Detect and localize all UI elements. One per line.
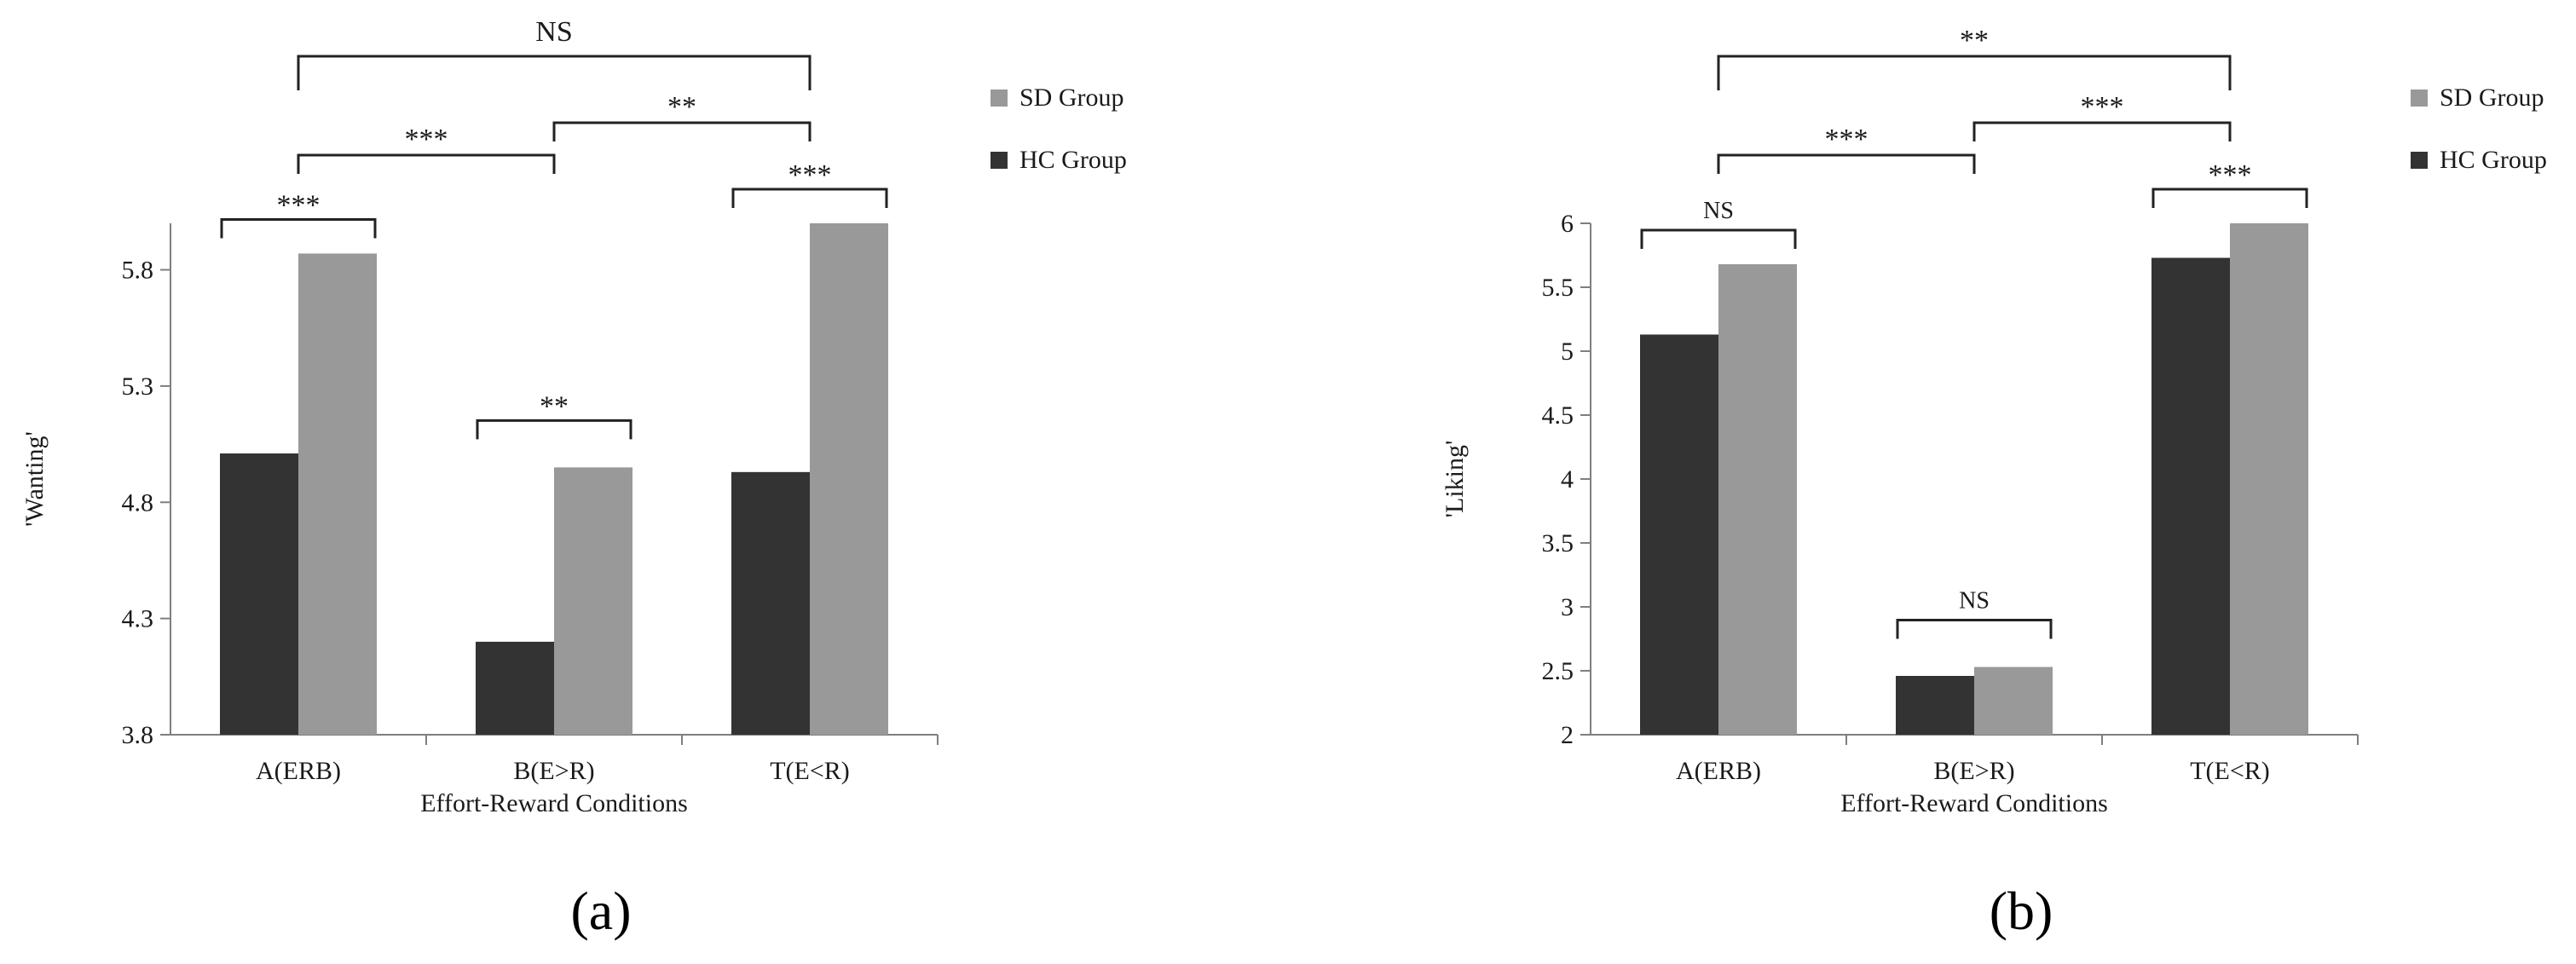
chart-panel-a: 3.8 4.3 4.8 5.3 5.8 A(ERB) B(E>R) T(E<R) Effort-… xyxy=(20,16,1127,941)
significance-bracket xyxy=(731,188,888,208)
significance-label: *** xyxy=(277,189,321,221)
bar-hc-group xyxy=(1896,676,1974,735)
y-tick-label: 3.5 xyxy=(1542,529,1574,557)
y-tick-label: 5.5 xyxy=(1542,274,1574,302)
significance-bracket xyxy=(1972,121,2232,141)
bar-sd-group xyxy=(810,223,888,735)
bar-hc-group xyxy=(220,453,298,735)
significance-bracket xyxy=(220,217,377,239)
significance-label: NS xyxy=(1703,198,1734,224)
legend-entry: HC Group xyxy=(2440,146,2547,174)
bar-hc-group xyxy=(1640,334,1718,735)
significance-bracket xyxy=(297,153,556,174)
significance-label: ** xyxy=(540,390,569,422)
significance-label: *** xyxy=(405,124,448,155)
y-axis-label: 'Wanting' xyxy=(20,431,49,527)
y-tick-label: 2 xyxy=(1561,721,1574,749)
bar-sd-group xyxy=(1974,667,2053,735)
significance-label: *** xyxy=(1825,124,1868,155)
bar-hc-group xyxy=(2151,257,2230,735)
y-tick-label: 4.3 xyxy=(122,605,154,633)
bar-hc-group xyxy=(476,641,554,735)
significance-label: ** xyxy=(1960,25,1989,56)
bar-sd-group xyxy=(554,467,632,735)
significance-label: *** xyxy=(2081,91,2124,123)
significance-label: *** xyxy=(788,159,832,191)
x-axis-label: Effort-Reward Conditions xyxy=(1840,789,2108,817)
panel-label: (a) xyxy=(570,880,631,941)
y-tick-label: 4.8 xyxy=(122,488,154,517)
significance-bracket xyxy=(552,121,811,141)
legend-swatch xyxy=(991,152,1008,169)
y-tick-label: 6 xyxy=(1561,210,1574,238)
bar-sd-group xyxy=(2230,223,2308,735)
y-tick-label: 2.5 xyxy=(1542,657,1574,685)
legend-entry: SD Group xyxy=(1019,84,1124,112)
significance-bracket xyxy=(1896,619,2053,639)
legend-swatch xyxy=(991,89,1008,107)
significance-bracket xyxy=(2151,188,2308,208)
significance-bracket xyxy=(1640,228,1797,249)
y-tick-label: 5.3 xyxy=(122,372,154,401)
y-tick-label: 5 xyxy=(1561,338,1574,366)
significance-bracket xyxy=(476,419,632,440)
significance-label: ** xyxy=(667,91,696,123)
bar-sd-group xyxy=(298,253,377,735)
significance-bracket xyxy=(1717,153,1976,174)
x-tick-label: B(E>R) xyxy=(1933,757,2014,785)
bar-hc-group xyxy=(731,471,810,735)
significance-bracket xyxy=(1717,55,2232,90)
y-tick-label: 5.8 xyxy=(122,257,154,285)
legend-swatch xyxy=(2411,89,2428,107)
x-tick-label: T(E<R) xyxy=(2190,757,2270,785)
y-axis-label: 'Liking' xyxy=(1441,441,1469,518)
significance-label: *** xyxy=(2209,159,2252,191)
significance-label: NS xyxy=(535,16,572,48)
x-tick-label: T(E<R) xyxy=(770,757,850,785)
bar-sd-group xyxy=(1718,264,1797,735)
y-tick-label: 3.8 xyxy=(122,721,154,749)
x-tick-label: A(ERB) xyxy=(1676,757,1761,785)
y-tick-label: 4.5 xyxy=(1542,401,1574,430)
x-axis-label: Effort-Reward Conditions xyxy=(420,789,688,817)
significance-label: NS xyxy=(1959,588,1990,615)
panel-label: (b) xyxy=(1990,880,2053,941)
significance-bracket xyxy=(297,55,811,90)
x-tick-label: A(ERB) xyxy=(256,757,341,785)
chart-panel-b: 2 2.5 3 3.5 4 4.5 5 5.5 6 A(ERB) B(E>R) T(E<R) Effor… xyxy=(1441,25,2547,941)
y-tick-label: 4 xyxy=(1561,465,1574,494)
legend-swatch xyxy=(2411,152,2428,169)
y-tick-label: 3 xyxy=(1561,593,1574,621)
x-tick-label: B(E>R) xyxy=(513,757,594,785)
legend-entry: SD Group xyxy=(2440,84,2544,112)
legend-entry: HC Group xyxy=(1019,146,1127,174)
